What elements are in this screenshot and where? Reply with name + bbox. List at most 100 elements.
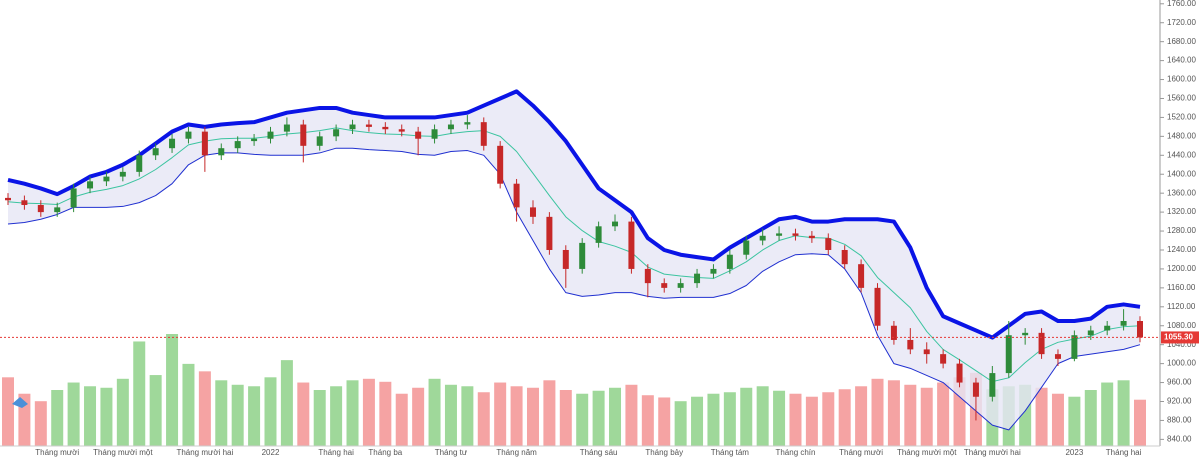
y-tick-label: 920.00 [1167, 397, 1192, 406]
volume-bar [543, 380, 556, 446]
candle-body [431, 129, 438, 139]
candle-body [316, 136, 323, 146]
x-tick-label: Tháng sáu [580, 448, 618, 457]
candle-body [644, 268, 651, 284]
volume-bar [1084, 390, 1097, 446]
lower-band [7, 147, 1141, 431]
candle-body [169, 138, 176, 149]
y-tick-label: 1200.00 [1167, 264, 1196, 273]
volume-bar [362, 378, 375, 446]
candle-body [300, 124, 307, 146]
x-tick-label: Tháng mười hai [176, 448, 233, 457]
y-tick-label: 1160.00 [1167, 283, 1196, 292]
candle-body [874, 287, 881, 326]
volume-bar [313, 390, 326, 446]
candle-body [201, 131, 208, 156]
volume-bar [280, 360, 293, 446]
candle-body [365, 124, 372, 127]
candle-body [1087, 330, 1094, 336]
band-layer [7, 89, 1141, 431]
volume-bar [510, 386, 523, 446]
volume-bar [444, 384, 457, 446]
volume-bar [166, 334, 179, 446]
y-tick-label: 1080.00 [1167, 321, 1196, 330]
volume-bar [904, 384, 917, 446]
candle-body [1022, 332, 1029, 336]
volume-bar [576, 393, 589, 446]
candle-body [333, 129, 340, 137]
candle-body [497, 145, 504, 184]
y-tick-label: 1240.00 [1167, 245, 1196, 254]
upper-band [7, 89, 1141, 340]
band-fill [8, 91, 1140, 430]
volume-bar [526, 387, 539, 446]
candle-body [70, 188, 77, 208]
x-tick-label: Tháng chín [775, 448, 815, 457]
volume-bar [855, 386, 868, 446]
volume-bar [887, 380, 900, 446]
volume-bar [773, 390, 786, 446]
volume-bar [723, 392, 736, 446]
volume-bar [871, 378, 884, 446]
candle-body [464, 122, 471, 125]
candle-body [595, 226, 602, 243]
volume-bar [740, 387, 753, 446]
y-tick-label: 1120.00 [1167, 302, 1196, 311]
volume-bar [100, 387, 113, 446]
candle-body [890, 325, 897, 340]
y-tick-label: 960.00 [1167, 378, 1192, 387]
volume-bar [428, 378, 441, 446]
candle-body [21, 200, 28, 206]
candle-body [923, 349, 930, 355]
candle-body [776, 233, 783, 236]
volume-bar [937, 382, 950, 446]
volume-bar [215, 380, 228, 446]
volume-bar [641, 395, 654, 446]
candle-body [398, 129, 405, 132]
volume-bar [149, 375, 162, 446]
x-tick-label: Tháng mười [839, 448, 883, 457]
y-tick-label: 1640.00 [1167, 56, 1196, 65]
volume-bar [2, 377, 14, 446]
candle-body [562, 249, 569, 269]
volume-bar [182, 363, 195, 446]
candle-body [218, 148, 225, 156]
x-tick-label: Tháng tư [435, 448, 468, 457]
candle-body [119, 171, 126, 177]
volume-bar [51, 390, 64, 446]
last-price-label: 1055.30 [1164, 333, 1193, 342]
x-tick-label: Tháng mười [35, 448, 79, 457]
y-tick-label: 1000.00 [1167, 359, 1196, 368]
x-tick-label: Tháng ba [368, 448, 402, 457]
candle-body [612, 221, 619, 227]
y-tick-label: 1360.00 [1167, 188, 1196, 197]
y-tick-label: 1680.00 [1167, 37, 1196, 46]
volume-bar [559, 390, 572, 446]
candle-body [808, 235, 815, 239]
candle-body [759, 235, 766, 241]
candle-body [513, 183, 520, 208]
candle-body [579, 242, 586, 269]
volume-bar [264, 377, 277, 446]
candle-body [54, 207, 61, 213]
candle-body [37, 205, 44, 213]
volume-bar [198, 371, 211, 446]
y-tick-label: 880.00 [1167, 416, 1192, 425]
candle-body [349, 124, 356, 130]
volume-bar [838, 389, 851, 446]
x-tick-label: Tháng mười một [93, 448, 153, 457]
candle-body [694, 273, 701, 284]
candle-body [447, 124, 454, 130]
candle-body [726, 254, 733, 269]
candle-body [1104, 325, 1111, 331]
y-tick-label: 1320.00 [1167, 207, 1196, 216]
volume-bar [34, 401, 47, 446]
volume-bar [1068, 396, 1081, 446]
x-tick-label: Tháng bảy [645, 448, 683, 457]
volume-bar [379, 381, 392, 446]
candle-body [5, 197, 11, 201]
candle-body [185, 131, 192, 139]
